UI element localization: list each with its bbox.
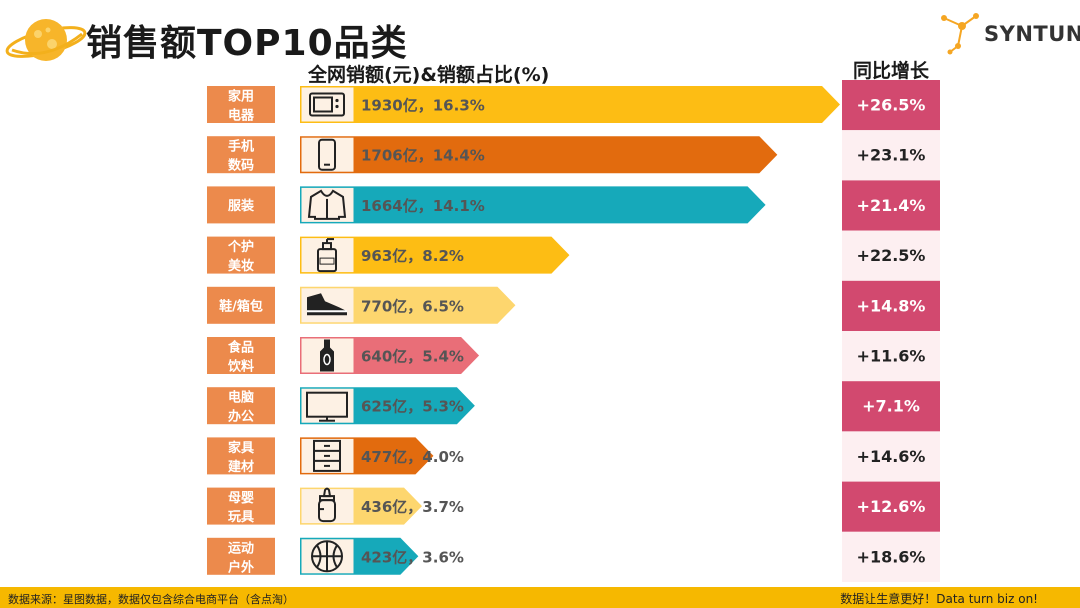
category-row: 服装 1664亿，14.1% +21.4% [207, 180, 940, 231]
category-label: 母婴 [228, 490, 254, 506]
footer-source: 数据来源：星图数据，数据仅包含综合电商平台（含点淘） [8, 593, 294, 606]
yoy-cell [842, 130, 940, 181]
yoy-value: +7.1% [862, 397, 920, 416]
category-label: 家用 [228, 89, 254, 105]
category-label: 数码 [228, 158, 254, 174]
yoy-cell [842, 431, 940, 482]
category-label-box [207, 437, 275, 475]
category-label-box [207, 86, 275, 123]
value-label: 477亿，4.0% [361, 448, 464, 466]
yoy-value: +26.5% [857, 96, 926, 115]
bar [300, 136, 778, 174]
bar [300, 86, 840, 123]
basketball-icon [311, 540, 343, 573]
icon-box [300, 86, 355, 123]
yoy-cell [842, 230, 940, 281]
yoy-value: +21.4% [857, 196, 926, 215]
yoy-value: +22.5% [857, 246, 926, 265]
icon-box [300, 136, 355, 173]
bar [300, 236, 570, 274]
logo-text: SYNTUN [984, 22, 1080, 46]
sneaker-icon [307, 293, 347, 316]
value-label: 640亿，5.4% [361, 348, 464, 366]
yoy-value: +23.1% [857, 146, 926, 165]
yoy-value: +18.6% [857, 547, 926, 566]
value-label: 1930亿，16.3% [361, 97, 485, 115]
category-label: 服装 [228, 198, 254, 214]
value-label: 423亿，3.6% [361, 548, 464, 566]
category-label: 手机 [228, 139, 254, 155]
category-label-box [207, 286, 275, 324]
chart-title: 全网销额(元)&销额占比(%) [308, 64, 550, 86]
footer-bar [0, 587, 1080, 608]
drink-bottle-icon [320, 339, 334, 372]
yoy-cell [842, 481, 940, 532]
category-label: 饮料 [227, 359, 254, 375]
footer-slogan: 数据让生意更好！Data turn biz on! [840, 592, 1038, 606]
yoy-cell [842, 331, 940, 382]
category-label: 办公 [228, 409, 254, 425]
cabinet-icon [313, 439, 341, 472]
hoodie-icon [307, 189, 347, 220]
category-label-box [207, 487, 275, 525]
yoy-value: +14.8% [857, 296, 926, 315]
category-label: 电脑 [228, 390, 254, 406]
value-label: 1664亿，14.1% [361, 197, 485, 215]
yoy-cell [842, 180, 940, 231]
lotion-bottle-icon [317, 238, 337, 273]
yoy-cell [842, 80, 940, 131]
yoy-value: +14.6% [857, 447, 926, 466]
yoy-cell [842, 280, 940, 331]
category-label: 户外 [228, 559, 254, 575]
icon-box [300, 488, 355, 525]
value-label: 770亿，6.5% [361, 297, 464, 315]
category-label-box [207, 236, 275, 274]
yoy-value: +11.6% [857, 347, 926, 366]
category-label: 运动 [228, 541, 254, 556]
category-label-box [207, 186, 275, 224]
category-label-box [207, 136, 275, 174]
monitor-icon [306, 391, 348, 422]
category-label: 个护 [227, 239, 254, 255]
value-label: 1706亿，14.4% [361, 147, 485, 165]
value-label: 963亿，8.2% [361, 247, 464, 265]
category-label-box [207, 337, 275, 374]
category-label: 玩具 [228, 510, 254, 525]
category-row: 鞋/箱包 770亿，6.5% +14.8% [207, 280, 940, 331]
page-title: 销售额TOP10品类 [86, 23, 408, 64]
category-label: 电器 [228, 108, 255, 124]
baby-bottle-icon [318, 487, 336, 523]
yoy-cell [842, 381, 940, 432]
value-label: 625亿，5.3% [361, 398, 464, 416]
yoy-header: 同比增长 [852, 60, 929, 82]
planet-logo-icon [5, 19, 87, 61]
category-label: 建材 [228, 459, 254, 475]
phone-icon [318, 138, 336, 171]
bar [300, 186, 766, 224]
category-label-box [207, 537, 275, 575]
category-label: 食品 [228, 340, 254, 356]
category-label: 家具 [228, 440, 254, 456]
value-label: 436亿，3.7% [361, 498, 464, 516]
category-label-box [207, 387, 275, 425]
yoy-value: +12.6% [857, 497, 926, 516]
category-label: 鞋/箱包 [219, 298, 263, 314]
yoy-cell [842, 531, 940, 582]
syntun-logo-icon [941, 13, 979, 55]
category-label: 美妆 [228, 258, 254, 274]
microwave-icon [309, 92, 345, 117]
